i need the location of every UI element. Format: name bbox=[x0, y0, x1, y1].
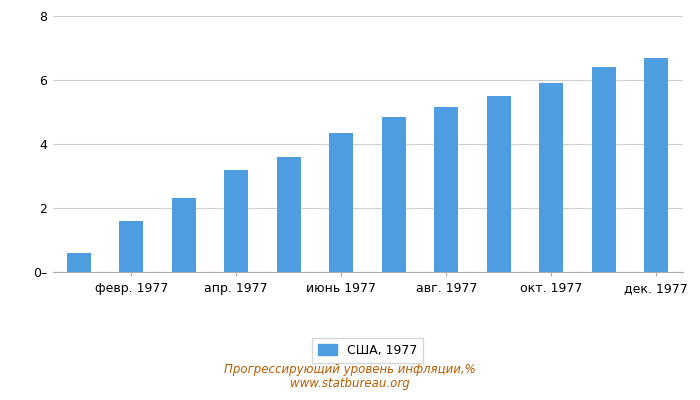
Bar bbox=[592, 67, 615, 272]
Bar bbox=[330, 133, 353, 272]
Bar bbox=[172, 198, 195, 272]
Bar bbox=[225, 170, 248, 272]
Text: www.statbureau.org: www.statbureau.org bbox=[290, 377, 410, 390]
Bar bbox=[67, 253, 90, 272]
Bar bbox=[540, 83, 563, 272]
Bar bbox=[645, 58, 668, 272]
Legend: США, 1977: США, 1977 bbox=[312, 338, 424, 363]
Bar bbox=[120, 221, 143, 272]
Bar bbox=[435, 107, 458, 272]
Bar bbox=[487, 96, 510, 272]
Bar bbox=[382, 117, 405, 272]
Bar bbox=[277, 157, 300, 272]
Text: Прогрессирующий уровень инфляции,%: Прогрессирующий уровень инфляции,% bbox=[224, 364, 476, 376]
